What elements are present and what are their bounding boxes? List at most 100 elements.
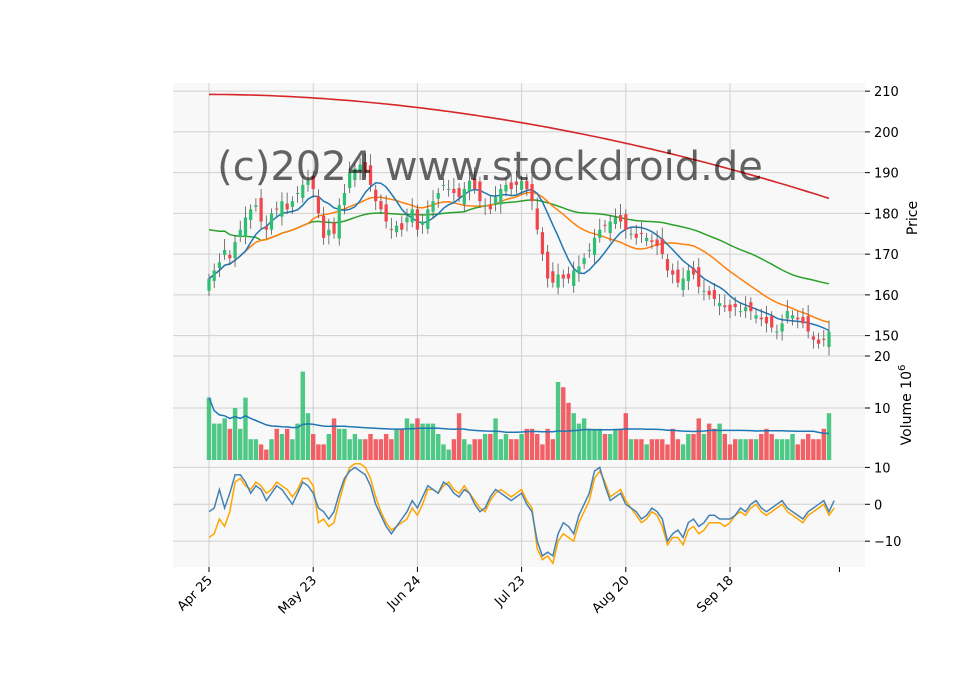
price-ytick-label: 210: [874, 85, 899, 100]
volume-bar: [368, 434, 373, 460]
volume-bar: [576, 423, 582, 460]
candle-body: [457, 188, 461, 198]
candle-body: [655, 239, 659, 246]
volume-bar: [420, 423, 425, 460]
volume-bar: [482, 434, 488, 460]
candle-body: [311, 175, 315, 189]
osc-ytick-label: −10: [874, 535, 901, 550]
volume-bar: [394, 428, 399, 460]
candle-body: [686, 270, 690, 282]
volume-bar: [222, 418, 227, 460]
volume-bar: [342, 428, 347, 460]
volume-bar: [795, 444, 800, 460]
volume-bar: [800, 439, 806, 460]
x-tick-label: Sep 18: [694, 573, 737, 616]
volume-bar: [279, 434, 285, 460]
candle-body: [816, 339, 821, 344]
volume-bar: [462, 439, 467, 460]
volume-bar: [383, 434, 389, 460]
volume-bar: [310, 434, 316, 460]
candle-body: [551, 271, 555, 283]
volume-bar: [753, 439, 759, 460]
x-axis: Apr 25 May 23 Jun 24 Jul 23 Aug 20 Sep 18: [175, 567, 840, 617]
candle-body: [290, 201, 294, 207]
candle-body: [707, 290, 711, 295]
candle-body: [473, 178, 477, 189]
candle-body: [577, 266, 581, 273]
x-tick-label: Aug 20: [589, 573, 632, 616]
volume-bar: [602, 434, 608, 460]
volume-bar: [508, 439, 514, 460]
volume-bar: [769, 434, 774, 460]
volume-average-line: [208, 397, 830, 435]
candle-body: [275, 208, 279, 210]
candle-body: [780, 323, 784, 332]
candle-body: [462, 188, 466, 205]
candle-body: [822, 338, 826, 340]
volume-bar: [680, 444, 686, 460]
volume-bar: [691, 434, 696, 460]
volume-ytick-label: 20: [874, 350, 891, 365]
volume-bar: [597, 428, 602, 460]
candle-body: [327, 229, 331, 236]
candle-body: [426, 209, 430, 229]
volume-bar: [613, 428, 618, 460]
candle-body: [801, 316, 805, 324]
candle-body: [363, 162, 367, 173]
volume-bar: [519, 434, 524, 460]
x-tick-label: Apr 25: [175, 573, 216, 614]
candle-body: [420, 221, 425, 225]
volume-bar: [764, 428, 769, 460]
candle-body: [691, 267, 696, 275]
volume-bar: [436, 434, 441, 460]
volume-bar: [326, 434, 332, 460]
volume-bar: [649, 439, 655, 460]
candle-body: [384, 204, 388, 222]
volume-bar: [670, 428, 675, 460]
volume-bar: [211, 423, 217, 460]
candle-body: [348, 172, 352, 189]
volume-bar: [826, 413, 832, 460]
volume-bar: [415, 418, 420, 460]
volume-bar: [243, 397, 248, 460]
volume-bar: [545, 428, 550, 460]
x-tick-label: Jun 24: [384, 573, 424, 613]
price-ytick-label: 190: [874, 167, 899, 182]
candle-body: [301, 184, 305, 198]
ma-200-line: [209, 93, 830, 200]
candle-body: [228, 254, 232, 259]
volume-bar: [592, 428, 597, 460]
candle-body: [483, 205, 487, 207]
candle-body: [556, 274, 560, 288]
volume-bar: [498, 439, 503, 460]
osc-ytick-label: 0: [874, 498, 882, 513]
volume-bar: [430, 423, 436, 460]
candle-body: [712, 289, 716, 299]
volume-bar: [456, 413, 462, 460]
candle-body: [702, 290, 706, 292]
price-ytick-label: 150: [874, 330, 899, 345]
volume-bar: [399, 428, 404, 460]
volume-bar: [238, 428, 243, 460]
oscillator-panel: −10 0 10: [173, 460, 901, 567]
candle-body: [358, 164, 362, 172]
volume-bar: [217, 423, 222, 460]
volume-bar: [467, 444, 472, 460]
candle-body: [410, 209, 414, 223]
volume-bar: [321, 444, 326, 460]
volume-bar: [493, 418, 498, 460]
volume-bar: [665, 444, 670, 460]
candle-body: [634, 233, 638, 238]
x-tick-label: May 23: [276, 573, 320, 617]
candle-body: [243, 217, 248, 238]
volume-bar: [373, 439, 378, 460]
volume-bar: [232, 408, 238, 460]
candle-body: [624, 214, 628, 230]
candle-body: [681, 278, 685, 290]
volume-bar: [529, 428, 535, 460]
volume-bar: [258, 444, 264, 460]
volume-ytick-label: 10: [874, 402, 891, 417]
candle-body: [207, 278, 211, 291]
